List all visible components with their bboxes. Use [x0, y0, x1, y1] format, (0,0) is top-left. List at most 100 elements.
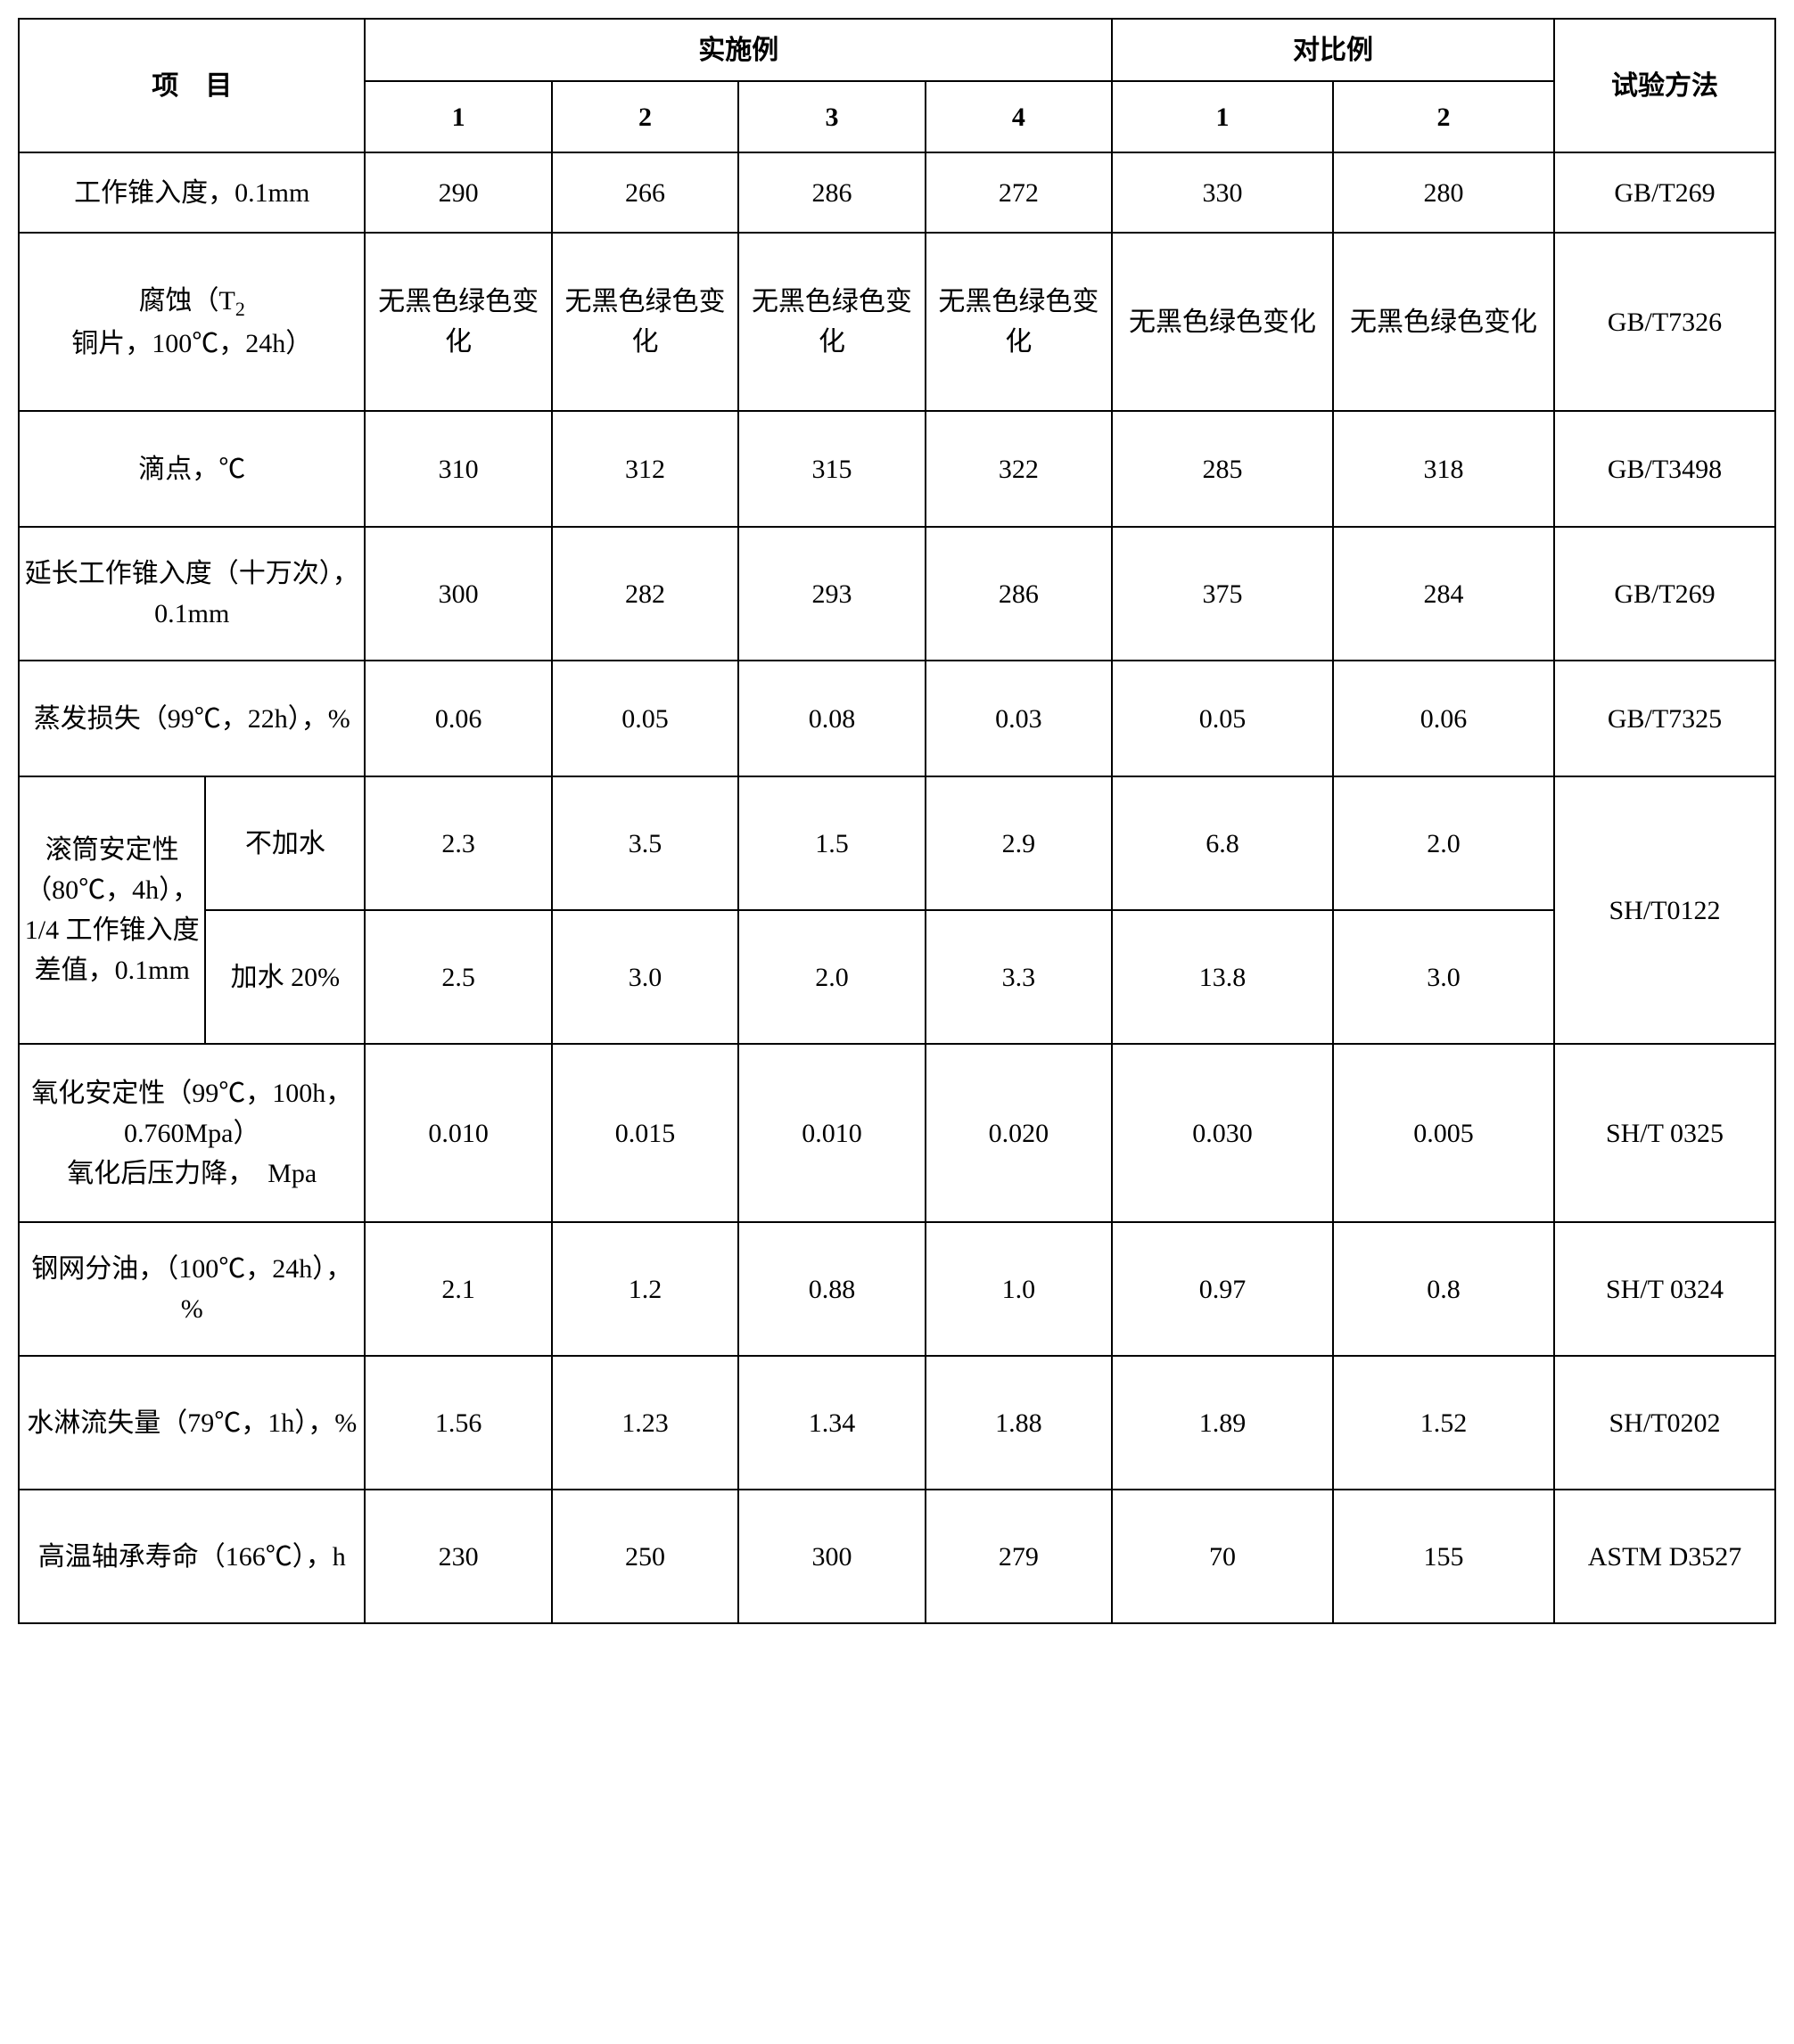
- cell-value: 0.06: [365, 661, 551, 776]
- cell-value: 无黑色绿色变化: [926, 233, 1112, 411]
- header-ex-2: 2: [552, 81, 738, 152]
- cell-value: 0.005: [1333, 1044, 1554, 1222]
- row-label: 钢网分油，（100℃，24h），%: [19, 1222, 365, 1356]
- cell-value: 0.020: [926, 1044, 1112, 1222]
- cell-value: 1.52: [1333, 1356, 1554, 1490]
- cell-value: 3.0: [552, 910, 738, 1044]
- cell-value: 2.0: [1333, 776, 1554, 910]
- cell-value: 286: [738, 152, 925, 233]
- cell-value: 286: [926, 527, 1112, 661]
- cell-value: 0.03: [926, 661, 1112, 776]
- cell-value: 290: [365, 152, 551, 233]
- cell-value: 3.5: [552, 776, 738, 910]
- table-row: 钢网分油，（100℃，24h），% 2.1 1.2 0.88 1.0 0.97 …: [19, 1222, 1775, 1356]
- cell-value: 155: [1333, 1490, 1554, 1623]
- cell-value: 无黑色绿色变化: [1333, 233, 1554, 411]
- table-row: 蒸发损失（99℃，22h），% 0.06 0.05 0.08 0.03 0.05…: [19, 661, 1775, 776]
- cell-value: 13.8: [1112, 910, 1333, 1044]
- cell-value: 1.2: [552, 1222, 738, 1356]
- cell-value: 70: [1112, 1490, 1333, 1623]
- cell-value: 3.3: [926, 910, 1112, 1044]
- header-ex-1: 1: [365, 81, 551, 152]
- cell-value: 1.5: [738, 776, 925, 910]
- header-method: 试验方法: [1554, 19, 1775, 152]
- row-sub-label: 不加水: [205, 776, 365, 910]
- cell-value: 250: [552, 1490, 738, 1623]
- row-sub-label: 加水 20%: [205, 910, 365, 1044]
- cell-value: 280: [1333, 152, 1554, 233]
- cell-method: GB/T269: [1554, 527, 1775, 661]
- row-label: 氧化安定性（99℃，100h，0.760Mpa） 氧化后压力降， Mpa: [19, 1044, 365, 1222]
- cell-value: 315: [738, 411, 925, 527]
- row-label: 水淋流失量（79℃，1h），%: [19, 1356, 365, 1490]
- cell-method: GB/T7326: [1554, 233, 1775, 411]
- cell-value: 无黑色绿色变化: [552, 233, 738, 411]
- cell-value: 2.0: [738, 910, 925, 1044]
- cell-value: 1.88: [926, 1356, 1112, 1490]
- cell-method: SH/T0202: [1554, 1356, 1775, 1490]
- label-pre: 腐蚀（T: [139, 286, 235, 316]
- row-label: 腐蚀（T2 铜片，100℃，24h）: [19, 233, 365, 411]
- cell-value: 310: [365, 411, 551, 527]
- cell-method: GB/T3498: [1554, 411, 1775, 527]
- cell-value: 无黑色绿色变化: [1112, 233, 1333, 411]
- row-label: 滴点，℃: [19, 411, 365, 527]
- cell-value: 0.05: [552, 661, 738, 776]
- table-row: 加水 20% 2.5 3.0 2.0 3.3 13.8 3.0: [19, 910, 1775, 1044]
- cell-value: 375: [1112, 527, 1333, 661]
- table-row: 滴点，℃ 310 312 315 322 285 318 GB/T3498: [19, 411, 1775, 527]
- header-example-group: 实施例: [365, 19, 1112, 81]
- cell-value: 330: [1112, 152, 1333, 233]
- label-post: 铜片，100℃，24h）: [71, 329, 312, 358]
- cell-value: 266: [552, 152, 738, 233]
- cell-value: 1.23: [552, 1356, 738, 1490]
- row-label: 高温轴承寿命（166℃），h: [19, 1490, 365, 1623]
- header-comp-2: 2: [1333, 81, 1554, 152]
- cell-method: ASTM D3527: [1554, 1490, 1775, 1623]
- header-item: 项 目: [19, 19, 365, 152]
- row-label: 延长工作锥入度（十万次），0.1mm: [19, 527, 365, 661]
- cell-value: 0.010: [365, 1044, 551, 1222]
- cell-value: 无黑色绿色变化: [365, 233, 551, 411]
- cell-value: 279: [926, 1490, 1112, 1623]
- cell-value: 0.08: [738, 661, 925, 776]
- cell-value: 无黑色绿色变化: [738, 233, 925, 411]
- table-row: 腐蚀（T2 铜片，100℃，24h） 无黑色绿色变化 无黑色绿色变化 无黑色绿色变…: [19, 233, 1775, 411]
- cell-value: 0.05: [1112, 661, 1333, 776]
- table-row: 延长工作锥入度（十万次），0.1mm 300 282 293 286 375 2…: [19, 527, 1775, 661]
- cell-value: 318: [1333, 411, 1554, 527]
- header-comp-1: 1: [1112, 81, 1333, 152]
- cell-method: GB/T7325: [1554, 661, 1775, 776]
- table-row: 工作锥入度，0.1mm 290 266 286 272 330 280 GB/T…: [19, 152, 1775, 233]
- cell-value: 1.0: [926, 1222, 1112, 1356]
- cell-value: 0.8: [1333, 1222, 1554, 1356]
- header-ex-3: 3: [738, 81, 925, 152]
- cell-value: 300: [738, 1490, 925, 1623]
- cell-value: 1.56: [365, 1356, 551, 1490]
- cell-value: 1.34: [738, 1356, 925, 1490]
- row-label: 工作锥入度，0.1mm: [19, 152, 365, 233]
- cell-value: 0.88: [738, 1222, 925, 1356]
- table-row: 水淋流失量（79℃，1h），% 1.56 1.23 1.34 1.88 1.89…: [19, 1356, 1775, 1490]
- grease-properties-table: 项 目 实施例 对比例 试验方法 1 2 3 4 1 2 工作锥入度，0.1mm…: [18, 18, 1776, 1624]
- cell-value: 0.015: [552, 1044, 738, 1222]
- table-row: 高温轴承寿命（166℃），h 230 250 300 279 70 155 AS…: [19, 1490, 1775, 1623]
- cell-value: 284: [1333, 527, 1554, 661]
- cell-value: 272: [926, 152, 1112, 233]
- cell-value: 0.010: [738, 1044, 925, 1222]
- cell-value: 2.9: [926, 776, 1112, 910]
- cell-value: 282: [552, 527, 738, 661]
- cell-value: 312: [552, 411, 738, 527]
- cell-value: 0.97: [1112, 1222, 1333, 1356]
- cell-value: 3.0: [1333, 910, 1554, 1044]
- cell-value: 285: [1112, 411, 1333, 527]
- cell-value: 300: [365, 527, 551, 661]
- label-subscript: 2: [235, 298, 245, 320]
- cell-value: 1.89: [1112, 1356, 1333, 1490]
- table-row: 滚筒安定性（80℃，4h），1/4 工作锥入度差值，0.1mm 不加水 2.3 …: [19, 776, 1775, 910]
- cell-value: 2.5: [365, 910, 551, 1044]
- cell-method: SH/T 0324: [1554, 1222, 1775, 1356]
- table-row: 氧化安定性（99℃，100h，0.760Mpa） 氧化后压力降， Mpa 0.0…: [19, 1044, 1775, 1222]
- row-label: 蒸发损失（99℃，22h），%: [19, 661, 365, 776]
- cell-method: GB/T269: [1554, 152, 1775, 233]
